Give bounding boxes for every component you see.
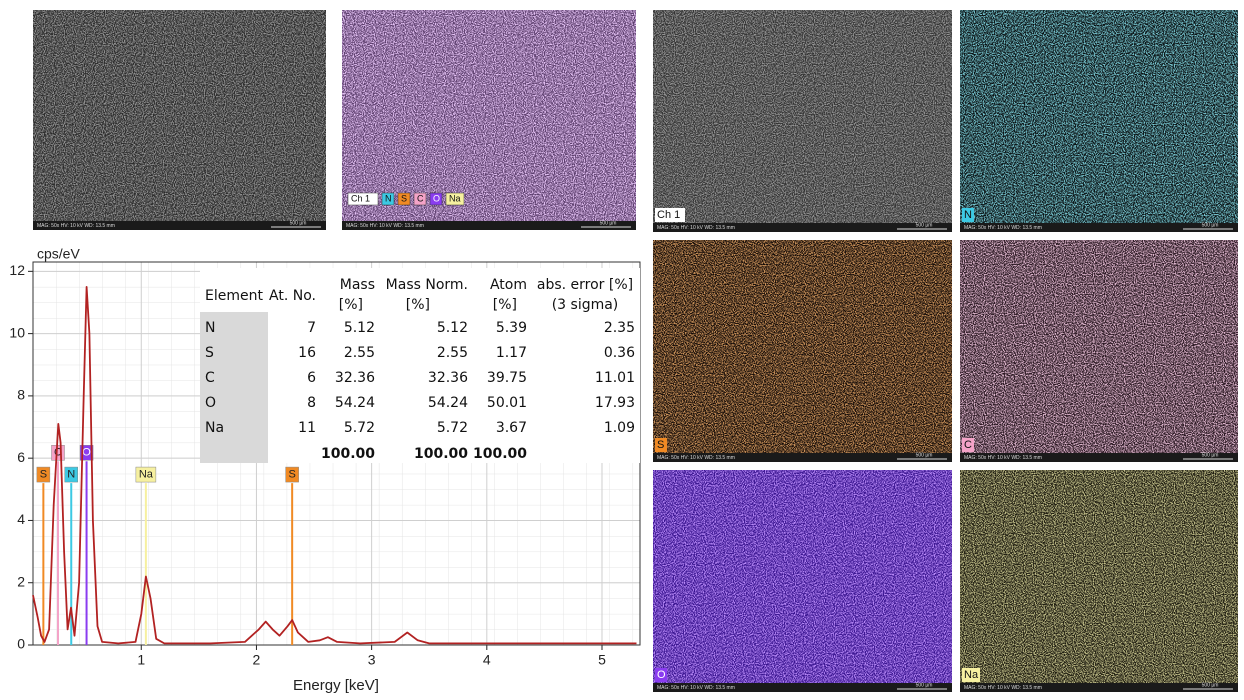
table-header: At. No. [269, 288, 316, 304]
element-tag-label: N [67, 468, 75, 480]
table-header: [%] [493, 297, 517, 313]
scale-bar-label: 500 µm [290, 220, 307, 226]
y-tick-label: 12 [9, 262, 25, 278]
scale-bar-label: 500 µm [916, 682, 933, 688]
legend-entry: Ch 1 [351, 193, 370, 203]
y-tick-label: 10 [9, 324, 25, 340]
image-footer: MAG: 50x HV: 10 kV WD: 13.5 mm [964, 225, 1042, 231]
legend-entry: O [433, 193, 440, 203]
element-tag-label: S [40, 468, 47, 480]
element-map-noise [960, 240, 1238, 462]
y-tick-label: 8 [17, 387, 25, 403]
y-tick-label: 4 [17, 511, 25, 527]
table-cell: 3.67 [496, 420, 527, 436]
scale-bar-label: 500 µm [916, 222, 933, 228]
element-map-noise [653, 470, 952, 692]
table-header: Mass Norm. [386, 277, 468, 293]
table-cell: 2.35 [604, 320, 635, 336]
legend-entry: S [401, 193, 407, 203]
element-label: O [657, 669, 666, 681]
y-tick-label: 2 [17, 573, 25, 589]
element-map-noise [653, 240, 952, 462]
table-cell: 2.55 [437, 345, 468, 361]
table-total: 100.00 [414, 446, 468, 462]
image-footer: MAG: 50x HV: 10 kV WD: 13.5 mm [37, 223, 115, 229]
element-tag-label: O [82, 447, 91, 459]
table-cell: 1.09 [604, 420, 635, 436]
y-tick-label: 0 [17, 636, 25, 652]
table-cell: 5.72 [437, 420, 468, 436]
element-tag-label: Na [139, 468, 154, 480]
table-header: [%] [339, 297, 363, 313]
table-header: (3 sigma) [552, 297, 619, 313]
table-header: Element [205, 288, 263, 304]
scale-bar-label: 500 µm [1202, 682, 1219, 688]
table-cell: 16 [298, 345, 316, 361]
element-map-noise [960, 10, 1238, 232]
table-header: Atom [490, 277, 527, 293]
element-map-noise [653, 10, 952, 232]
scale-bar-label: 500 µm [1202, 452, 1219, 458]
table-cell: 7 [307, 320, 316, 336]
table-cell: 17.93 [595, 395, 635, 411]
table-header: abs. error [%] [537, 277, 633, 293]
table-header: Mass [340, 277, 375, 293]
table-cell: 8 [307, 395, 316, 411]
legend-entry: Na [449, 193, 461, 203]
y-tick-label: 6 [17, 449, 25, 465]
x-tick-label: 5 [598, 652, 606, 668]
element-map-noise [33, 10, 326, 230]
scale-bar-label: 500 µm [600, 220, 617, 226]
table-cell: C [205, 370, 215, 386]
element-label: C [964, 439, 972, 451]
table-cell: Na [205, 420, 224, 436]
element-label: Ch 1 [657, 209, 680, 221]
x-axis-label: Energy [keV] [293, 677, 379, 694]
image-footer: MAG: 50x HV: 10 kV WD: 13.5 mm [657, 685, 735, 691]
element-label: Na [964, 669, 979, 681]
element-label: S [657, 439, 664, 451]
x-tick-label: 3 [368, 652, 376, 668]
element-map-noise [960, 470, 1238, 692]
figure: MAG: 50x HV: 10 kV WD: 13.5 mm 500 µm MAG:… [0, 0, 1244, 695]
image-footer: MAG: 50x HV: 10 kV WD: 13.5 mm [657, 455, 735, 461]
table-cell: 2.55 [344, 345, 375, 361]
x-tick-label: 4 [483, 652, 491, 668]
table-cell: N [205, 320, 215, 336]
table-cell: 5.39 [496, 320, 527, 336]
table-total: 100.00 [321, 446, 375, 462]
table-cell: 5.72 [344, 420, 375, 436]
image-footer: MAG: 50x HV: 10 kV WD: 13.5 mm [657, 225, 735, 231]
y-axis-label: cps/eV [37, 246, 80, 262]
element-tag-label: S [288, 468, 295, 480]
table-cell: 32.36 [335, 370, 375, 386]
image-footer: MAG: 50x HV: 10 kV WD: 13.5 mm [964, 685, 1042, 691]
table-cell: 11 [298, 420, 316, 436]
legend-entry: N [385, 193, 392, 203]
table-cell: 54.24 [335, 395, 375, 411]
table-cell: 54.24 [428, 395, 468, 411]
element-label: N [964, 209, 972, 221]
image-footer: MAG: 50x HV: 10 kV WD: 13.5 mm [964, 455, 1042, 461]
table-cell: 1.17 [496, 345, 527, 361]
table-cell: S [205, 345, 214, 361]
table-cell: 0.36 [604, 345, 635, 361]
table-cell: 32.36 [428, 370, 468, 386]
legend-entry: C [417, 193, 424, 203]
table-cell: 5.12 [437, 320, 468, 336]
table-cell: 39.75 [487, 370, 527, 386]
table-cell: 50.01 [487, 395, 527, 411]
table-cell: 5.12 [344, 320, 375, 336]
table-header: [%] [406, 297, 430, 313]
x-tick-label: 2 [253, 652, 261, 668]
x-tick-label: 1 [137, 652, 145, 668]
scale-bar-label: 500 µm [1202, 222, 1219, 228]
table-cell: O [205, 395, 216, 411]
table-cell: 6 [307, 370, 316, 386]
table-cell: 11.01 [595, 370, 635, 386]
image-footer: MAG: 50x HV: 10 kV WD: 13.5 mm [346, 223, 424, 229]
table-total: 100.00 [473, 446, 527, 462]
scale-bar-label: 500 µm [916, 452, 933, 458]
